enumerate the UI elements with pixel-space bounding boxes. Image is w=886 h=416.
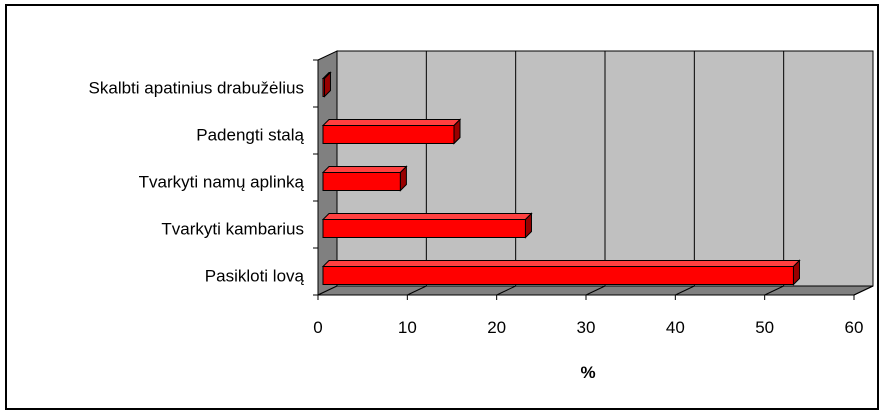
bar-side (524, 212, 532, 239)
gridline-floor (407, 285, 427, 296)
bar (322, 219, 526, 238)
x-tick-label: 30 (577, 318, 596, 337)
bar-side (453, 118, 461, 145)
bar-side (323, 71, 331, 98)
x-tick-label: 20 (487, 318, 506, 337)
gridline-floor (585, 285, 606, 296)
bar-side (399, 165, 407, 192)
bar-top (321, 119, 462, 126)
gridline-floor (853, 285, 874, 296)
bar (322, 125, 455, 144)
category-label: Padengti stalą (196, 126, 304, 145)
gridline-floor (764, 285, 784, 296)
bar-side (792, 259, 800, 286)
bar (322, 266, 794, 285)
bar-top (321, 213, 533, 220)
x-tick-label: 60 (845, 318, 864, 337)
x-tick-label: 40 (666, 318, 685, 337)
x-tick-label: 50 (755, 318, 774, 337)
bar (322, 172, 401, 191)
category-label: Pasikloti lovą (205, 267, 305, 286)
x-tick-label: 10 (398, 318, 417, 337)
bar-top (321, 166, 408, 173)
x-tick-label: 0 (313, 318, 322, 337)
category-label: Tvarkyti namų aplinką (139, 173, 305, 192)
gridline-floor (496, 285, 516, 296)
category-label: Tvarkyti kambarius (161, 220, 304, 239)
x-axis-title: % (580, 363, 595, 382)
category-label: Skalbti apatinius drabužėlius (89, 79, 304, 98)
gridline-floor (675, 285, 695, 296)
bar-top (321, 260, 801, 267)
